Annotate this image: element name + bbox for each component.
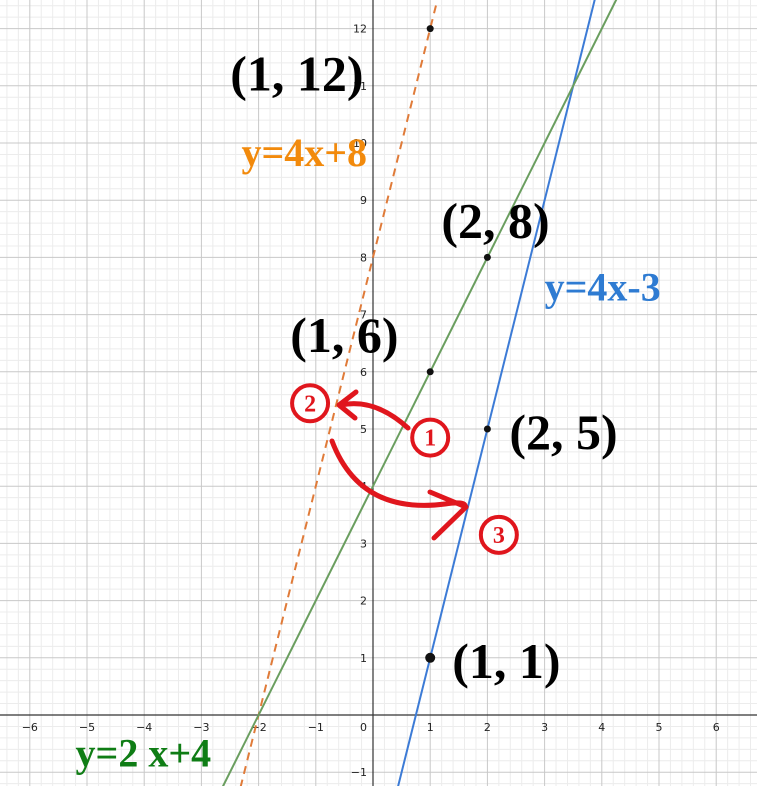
step-circle-1 [410, 417, 451, 458]
line-y-4x-8 [239, 0, 439, 786]
step-number-1: 1 [424, 426, 436, 452]
point-1-1 [425, 652, 436, 663]
y-tick-label: 2 [360, 595, 367, 608]
step-arrow-2-to-3-head [427, 489, 469, 541]
point-1-6 [426, 368, 434, 376]
point-label: (1, 1) [452, 633, 560, 689]
x-tick-label: 5 [656, 721, 663, 734]
point-label: (2, 8) [441, 192, 549, 248]
x-tick-label: 3 [541, 721, 548, 734]
x-tick-label: 1 [427, 721, 434, 734]
line-y-2-x-4 [221, 0, 618, 786]
x-tick-label: 6 [713, 721, 720, 734]
point-label: (2, 5) [509, 404, 617, 460]
line-y-4x-3 [397, 0, 596, 786]
origin-label: 0 [360, 721, 367, 734]
x-tick-label: 4 [598, 721, 605, 734]
labels: (1, 12) (2, 8) (1, 6) (2, 5) (1, 1) y=4x+8 y=4… [76, 46, 661, 776]
y-tick-label: 5 [360, 423, 367, 436]
y-tick-label: 12 [353, 23, 367, 36]
step-number-3: 3 [493, 523, 505, 549]
equation-label: y=2 x+4 [76, 730, 212, 775]
y-tick-label: 8 [360, 251, 367, 264]
points [425, 25, 491, 663]
y-tick-label: 6 [360, 366, 367, 379]
point-label: (1, 12) [230, 46, 363, 102]
step-circle-3 [478, 514, 519, 555]
point-2-8 [483, 253, 491, 261]
point-1-12 [426, 25, 434, 33]
step-arrows: 1 2 3 [290, 383, 519, 555]
point-2-5 [483, 425, 491, 433]
step-arrow-1-to-2-head [336, 389, 359, 421]
x-tick-label: −6 [22, 721, 38, 734]
y-tick-label: −1 [351, 766, 367, 779]
equation-label: y=4x-3 [545, 264, 661, 309]
x-tick-label: 2 [484, 721, 491, 734]
x-tick-label: −3 [193, 721, 209, 734]
x-tick-label: −5 [79, 721, 95, 734]
y-tick-label: 11 [353, 80, 367, 93]
step-circle-2 [290, 383, 331, 424]
function-lines [221, 0, 618, 786]
y-tick-label: 7 [360, 309, 367, 322]
x-tick-label: −4 [136, 721, 152, 734]
equation-label: y=4x+8 [241, 130, 367, 175]
y-tick-label: 1 [360, 652, 367, 665]
y-tick-label: 10 [353, 137, 367, 150]
y-tick-label: 3 [360, 537, 367, 550]
point-label: (1, 6) [290, 307, 398, 363]
step-number-2: 2 [304, 391, 316, 417]
y-tick-label: 9 [360, 194, 367, 207]
x-tick-label: −1 [308, 721, 324, 734]
step-arrow-1-to-2 [338, 401, 411, 431]
